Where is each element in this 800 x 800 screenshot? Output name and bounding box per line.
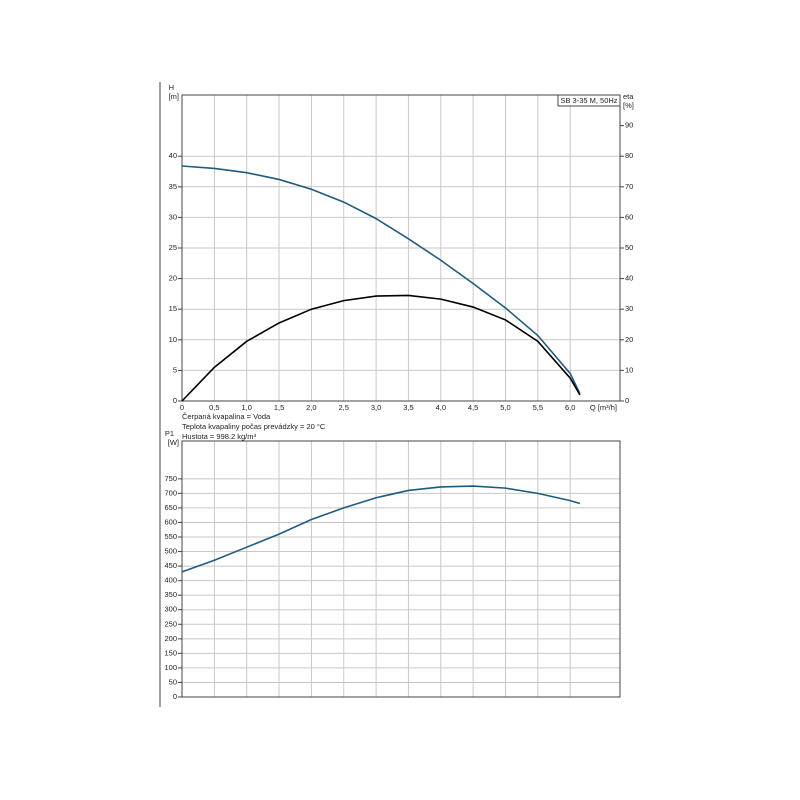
y2-tick-label: 0 [625,396,629,405]
y2-tick-label: 30 [625,304,633,313]
y-tick-label: 25 [169,243,177,252]
x-tick-label: 1,5 [274,403,284,412]
x-tick-label: 5,5 [533,403,543,412]
y-tick-label: 250 [164,619,177,628]
x-tick-label: 0 [180,403,184,412]
title-box [557,94,621,107]
note: Čerpaná kvapalina = Voda [182,412,271,421]
y-tick-label: 5 [173,365,177,374]
y2-tick-label: 20 [625,335,633,344]
y-tick-label: 150 [164,648,177,657]
y2-tick-label: 50 [625,243,633,252]
note: Teplota kvapaliny počas prevádzky = 20 °… [182,422,326,431]
y2-tick-label: 10 [625,365,633,374]
y-tick-label: 650 [164,503,177,512]
x-tick-label: 1,0 [241,403,251,412]
y-tick-label: 500 [164,547,177,556]
y2-tick-label: 90 [625,121,633,130]
note: Hustota = 998.2 kg/m³ [182,432,256,441]
y-tick-label: 700 [164,488,177,497]
curve [181,485,581,573]
y2-label: eta [623,92,634,101]
curve [181,294,581,402]
y-tick-label: 750 [164,474,177,483]
y2-tick-label: 60 [625,212,633,221]
y-tick-label: 40 [169,151,177,160]
x-tick-label: 6,0 [565,403,575,412]
y-tick-label: 200 [164,634,177,643]
y-tick-label: 50 [169,677,177,686]
x-tick-label: 5,0 [500,403,510,412]
y2-tick-label: 70 [625,182,633,191]
y-unit: [m] [169,92,179,101]
y-tick-label: 0 [173,396,177,405]
x-label: Q [m³/h] [590,403,617,412]
y-tick-label: 0 [173,692,177,701]
x-tick-label: 4,0 [436,403,446,412]
chart-title: SB 3-35 M, 50Hz [560,96,617,105]
y2-tick-label: 80 [625,151,633,160]
y-tick-label: 15 [169,304,177,313]
y-tick-label: 20 [169,274,177,283]
plot-frame [181,94,621,402]
y2-tick-label: 40 [625,274,633,283]
y-tick-label: 30 [169,212,177,221]
x-tick-label: 0,5 [209,403,219,412]
y-tick-label: 400 [164,576,177,585]
y-tick-label: 450 [164,561,177,570]
y-unit: [W] [168,438,179,447]
x-tick-label: 3,5 [403,403,413,412]
y-tick-label: 35 [169,182,177,191]
x-tick-label: 2,0 [306,403,316,412]
x-tick-label: 4,5 [468,403,478,412]
y2-unit: [%] [623,101,634,110]
curve [181,165,581,395]
y-label: H [169,83,174,92]
x-tick-label: 3,0 [371,403,381,412]
y-tick-label: 600 [164,517,177,526]
x-tick-label: 2,5 [339,403,349,412]
y-tick-label: 350 [164,590,177,599]
y-label: P1 [165,429,174,438]
y-tick-label: 550 [164,532,177,541]
y-tick-label: 100 [164,663,177,672]
plot-frame [181,440,621,698]
y-tick-label: 300 [164,605,177,614]
y-tick-label: 10 [169,335,177,344]
